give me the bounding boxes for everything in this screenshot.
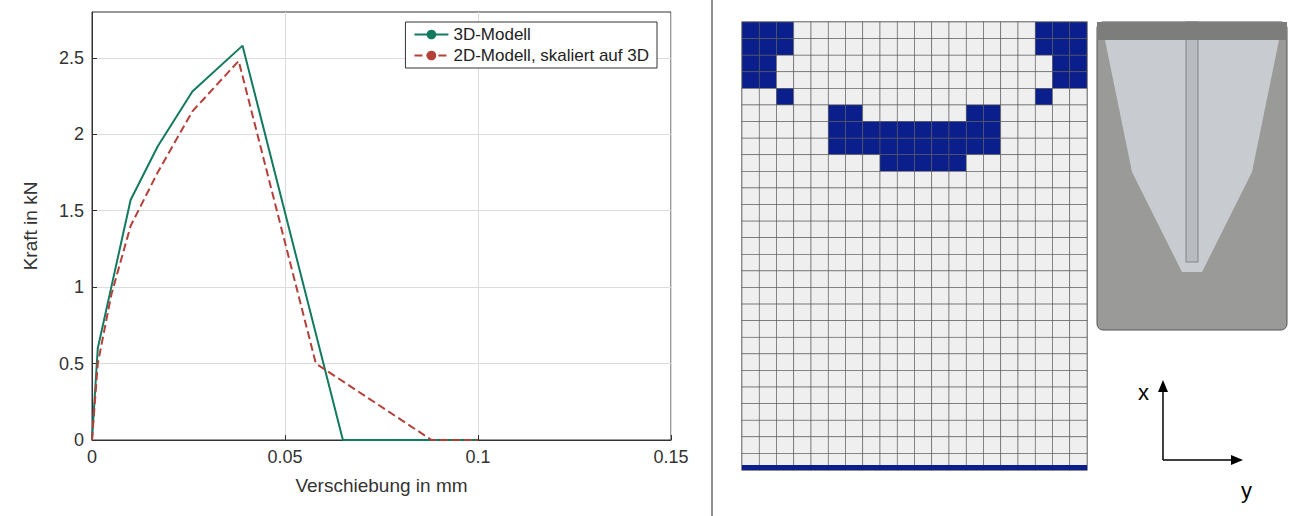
- svg-text:1.5: 1.5: [59, 201, 84, 221]
- svg-text:0.05: 0.05: [267, 447, 302, 467]
- svg-text:0: 0: [87, 447, 97, 467]
- svg-text:0: 0: [74, 430, 84, 450]
- svg-text:Verschiebung in mm: Verschiebung in mm: [295, 475, 467, 496]
- svg-text:2: 2: [74, 124, 84, 144]
- svg-text:2D-Modell, skaliert auf 3D: 2D-Modell, skaliert auf 3D: [453, 46, 649, 65]
- svg-text:0.15: 0.15: [653, 447, 688, 467]
- svg-text:1: 1: [74, 277, 84, 297]
- svg-text:2.5: 2.5: [59, 48, 84, 68]
- svg-text:y: y: [1241, 478, 1252, 503]
- svg-text:0.1: 0.1: [465, 447, 490, 467]
- svg-text:x: x: [1138, 380, 1149, 405]
- svg-text:0.5: 0.5: [59, 354, 84, 374]
- svg-text:3D-Modell: 3D-Modell: [453, 25, 530, 44]
- svg-text:Kraft in kN: Kraft in kN: [20, 182, 41, 271]
